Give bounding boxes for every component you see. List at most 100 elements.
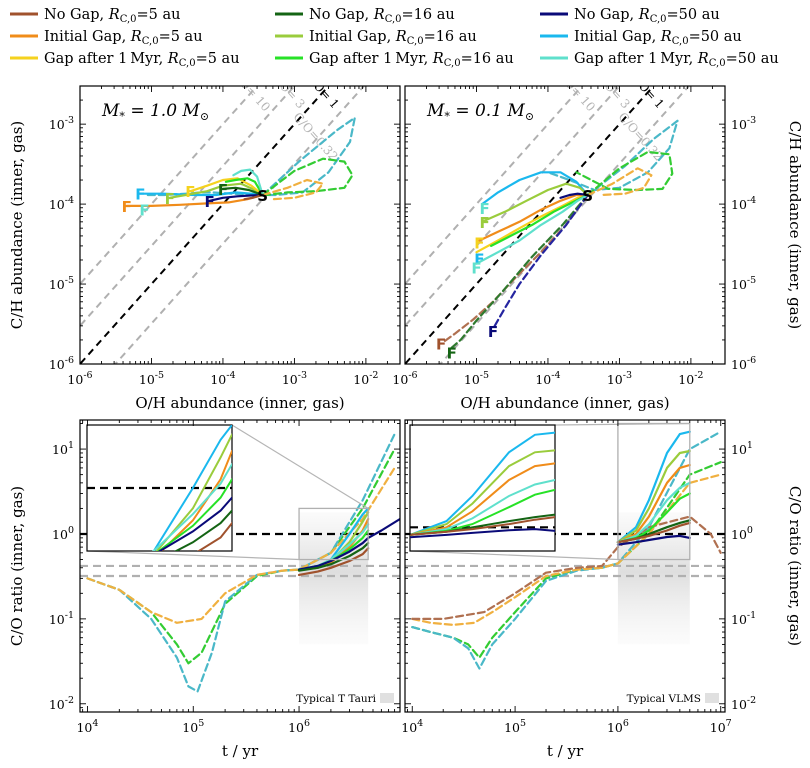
axes-frame xyxy=(404,85,726,365)
legend-label-r: R xyxy=(660,29,672,45)
inset-series-line xyxy=(410,462,555,536)
y-tick-label: 10-4 xyxy=(731,195,756,212)
tick-base: 10 xyxy=(52,442,68,457)
series-line xyxy=(450,193,589,349)
series-line xyxy=(616,481,691,544)
series-line xyxy=(616,521,691,544)
tick-exponent: -5 xyxy=(65,275,74,286)
panel-title: M* = 0.1 M⊙ xyxy=(426,101,534,123)
tick-exponent: 6 xyxy=(304,718,310,729)
legend-label-sub: C,0 xyxy=(385,14,402,25)
tick-exponent: -6 xyxy=(408,370,417,381)
legend-entry: No Gap, RC,0=16 au xyxy=(275,7,455,25)
series-line xyxy=(493,193,589,327)
tick-exponent: -1 xyxy=(65,610,74,621)
inset-series-line xyxy=(157,478,232,551)
final-marker: F xyxy=(488,323,498,341)
plot-area xyxy=(405,430,725,670)
series-line xyxy=(261,157,354,197)
legend-label-main: Gap after 1 Myr, xyxy=(309,51,433,67)
tick-exponent: -3 xyxy=(623,370,632,381)
x-tick-label: 104 xyxy=(401,718,423,735)
series-line xyxy=(616,463,691,544)
series-line xyxy=(559,192,589,199)
tick-base: 10 xyxy=(731,527,747,542)
typical-note: Typical VLMS xyxy=(627,693,701,705)
panel-title-rest: = 1.0 M xyxy=(125,101,200,121)
tick-exponent: -2 xyxy=(747,695,756,706)
y-tick-label: 10-6 xyxy=(731,355,756,372)
y-tick-label: 10-3 xyxy=(731,115,756,132)
tick-base: 10 xyxy=(49,357,65,372)
legend-label-tail: =16 au xyxy=(424,29,477,45)
panel-title-sub: * xyxy=(444,110,450,123)
series-line xyxy=(297,517,400,571)
legend-label-r: R xyxy=(395,29,407,45)
tick-exponent: -4 xyxy=(65,195,74,206)
legend-label-tail: =50 au xyxy=(667,7,720,23)
co-ratio-label: C/O= 10 xyxy=(228,66,273,114)
legend-label-sub: C,0 xyxy=(672,36,689,47)
legend: No Gap, RC,0=5 au No Gap, RC,0=16 au No Ga… xyxy=(10,7,779,69)
tick-exponent: 0 xyxy=(68,525,74,536)
series-line xyxy=(86,466,396,624)
y-axis-label: C/H abundance (inner, gas) xyxy=(8,121,26,330)
legend-label-sub: C,0 xyxy=(444,58,461,69)
legend-label-tail: =5 au xyxy=(196,51,240,67)
x-tick-label: 104 xyxy=(76,718,98,735)
x-tick-label: 107 xyxy=(710,718,732,735)
zoom-connector xyxy=(554,422,690,426)
legend-label: Initial Gap, RC,0=5 au xyxy=(44,29,203,47)
tick-base: 10 xyxy=(49,197,65,212)
panel-title-main: M xyxy=(426,101,445,121)
inset-group xyxy=(409,422,691,561)
series-line xyxy=(221,186,264,197)
zoom-connector xyxy=(86,550,300,561)
legend-label-sub: C,0 xyxy=(142,36,159,47)
series-line xyxy=(243,193,264,201)
final-marker: F xyxy=(185,183,195,201)
y-tick-label: 100 xyxy=(52,525,74,542)
x-tick-label: 10-4 xyxy=(535,370,560,387)
zoom-box xyxy=(298,507,369,561)
inset-series-line xyxy=(196,522,232,551)
legend-label-r: R xyxy=(167,51,179,67)
series-line xyxy=(616,430,691,544)
y-tick-label: 10-5 xyxy=(49,275,74,292)
series-line xyxy=(411,515,722,620)
inset-series-line xyxy=(410,479,555,536)
legend-entry: Gap after 1 Myr, RC,0=16 au xyxy=(275,51,514,69)
x-tick-label: 106 xyxy=(607,718,629,735)
final-marker: F xyxy=(218,181,228,199)
legend-label-r: R xyxy=(697,51,709,67)
tick-base: 10 xyxy=(731,612,747,627)
tick-exponent: -6 xyxy=(747,355,756,366)
legend-label: Gap after 1 Myr, RC,0=50 au xyxy=(574,51,779,69)
y-tick-label: 100 xyxy=(731,525,753,542)
legend-label-tail: =16 au xyxy=(402,7,455,23)
y-axis-label: C/H abundance (inner, gas) xyxy=(786,121,804,330)
inset-plot xyxy=(410,431,555,539)
tick-exponent: 6 xyxy=(623,718,629,729)
tick-base: 10 xyxy=(210,372,226,387)
tick-base: 10 xyxy=(504,720,520,735)
legend-label-sub: C,0 xyxy=(179,58,196,69)
legend-label: No Gap, RC,0=50 au xyxy=(574,7,720,25)
legend-label-main: Initial Gap, xyxy=(574,29,661,45)
x-axis-label: O/H abundance (inner, gas) xyxy=(135,394,344,412)
inset-series-line xyxy=(410,449,555,536)
tick-exponent: 4 xyxy=(417,718,423,729)
tick-exponent: -2 xyxy=(369,370,378,381)
tick-exponent: -5 xyxy=(480,370,489,381)
x-tick-label: 10-3 xyxy=(282,370,307,387)
tick-exponent: 7 xyxy=(726,718,732,729)
inset-series-line xyxy=(152,425,232,551)
tick-base: 10 xyxy=(282,372,298,387)
inset-series-line xyxy=(158,496,232,551)
final-marker: F xyxy=(139,202,149,220)
legend-label-tail: =5 au xyxy=(159,29,203,45)
panel-title-main: M xyxy=(101,101,120,121)
tick-base: 10 xyxy=(49,117,65,132)
